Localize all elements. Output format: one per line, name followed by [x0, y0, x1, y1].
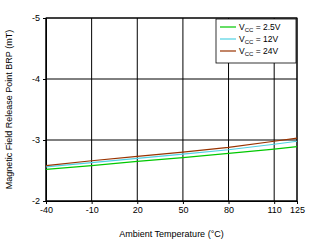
legend-label: VCC = 12V — [239, 34, 278, 45]
series-line — [46, 147, 297, 170]
x-tick: -40 — [40, 201, 53, 215]
tick-mark — [137, 201, 138, 204]
legend: VCC = 2.5VVCC = 12VVCC = 24V — [216, 19, 296, 63]
tick-mark — [229, 201, 230, 204]
tick-label: -5 — [32, 13, 40, 23]
x-axis: -40 -10 20 50 80 110 125 — [40, 201, 305, 215]
axis-line — [47, 201, 298, 202]
tick-label: -10 — [86, 205, 99, 215]
y-tick: -2 — [32, 196, 46, 206]
legend-swatch — [220, 50, 236, 51]
tick-label: 80 — [224, 205, 234, 215]
grid-line — [91, 18, 92, 201]
y-tick: -3 — [32, 135, 46, 145]
legend-label: VCC = 24V — [239, 46, 278, 57]
tick-label: 20 — [133, 205, 143, 215]
grid-line — [137, 18, 138, 201]
legend-swatch — [220, 26, 236, 27]
grid — [46, 18, 297, 201]
series-line — [46, 141, 297, 167]
y-tick: -4 — [32, 74, 46, 84]
x-tick: 50 — [178, 201, 188, 215]
plot: -40-10205080110125-2-3-4-5VCC = 2.5VVCC … — [32, 13, 305, 215]
y-tick: -5 — [32, 13, 46, 23]
x-tick: -10 — [86, 201, 99, 215]
x-tick: 110 — [268, 201, 282, 215]
tick-label: -2 — [32, 196, 40, 206]
tick-mark — [43, 140, 46, 141]
grid-line — [46, 140, 297, 141]
tick-mark — [297, 201, 298, 204]
tick-label: -4 — [32, 74, 40, 84]
tick-label: 50 — [178, 205, 188, 215]
x-tick: 80 — [224, 201, 234, 215]
axis-line — [46, 19, 47, 202]
tick-mark — [43, 79, 46, 80]
tick-mark — [43, 201, 46, 202]
tick-label: -40 — [40, 205, 53, 215]
plot-frame — [46, 18, 297, 201]
tick-label: 125 — [290, 205, 305, 215]
tick-mark — [43, 18, 46, 19]
chart: -40-10205080110125-2-3-4-5VCC = 2.5VVCC … — [0, 0, 316, 243]
series-line — [46, 138, 297, 165]
x-axis-title: Ambient Temperature (°C) — [119, 229, 223, 239]
tick-mark — [183, 201, 184, 204]
y-axis: -2 -3 -4 -5 — [32, 13, 47, 206]
y-axis-title: Magnetic Field Release Point BRP (mT) — [4, 30, 14, 189]
grid-line — [46, 79, 297, 80]
legend-label: VCC = 2.5V — [239, 22, 281, 33]
tick-label: 110 — [268, 205, 282, 215]
tick-label: -3 — [32, 135, 40, 145]
legend-swatch — [220, 38, 236, 39]
series-lines — [46, 138, 297, 169]
grid-line — [182, 18, 183, 201]
tick-mark — [92, 201, 93, 204]
legend-box — [216, 19, 296, 63]
x-tick: 125 — [290, 201, 305, 215]
x-tick: 20 — [133, 201, 143, 215]
tick-mark — [274, 201, 275, 204]
